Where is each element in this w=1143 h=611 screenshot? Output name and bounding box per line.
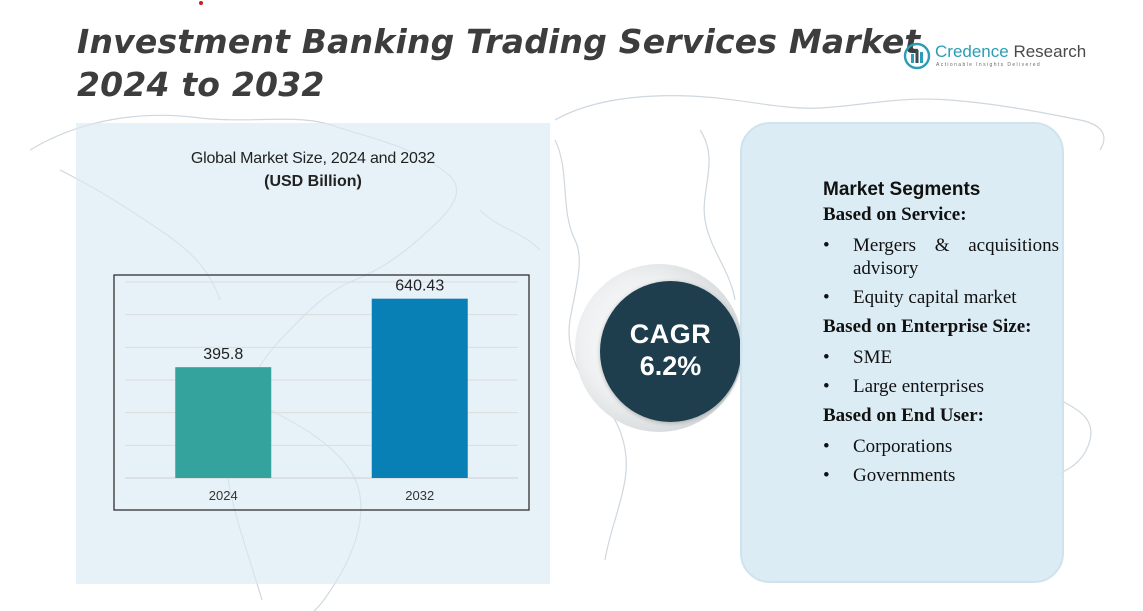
logo-brand: Credence (935, 42, 1009, 61)
cagr-label: CAGR (629, 319, 712, 349)
segment-item: • Mergers & acquisitions advisory (823, 234, 1059, 280)
value-label-2032: 640.43 (395, 278, 444, 295)
x-tick-label-2024: 2024 (209, 488, 238, 503)
segment-item: • SME (823, 346, 1059, 369)
market-size-panel (76, 123, 550, 584)
market-segments: Market Segments Based on Service: • Merge… (823, 178, 1059, 493)
cagr-value: 6.2% (639, 351, 702, 381)
bar-2032 (371, 298, 468, 478)
segment-item: • Governments (823, 464, 1059, 487)
bar-chart-logo-icon (903, 42, 931, 70)
page-title: Investment Banking Trading Services Mark… (77, 20, 920, 106)
segment-item-label: SME (853, 347, 893, 368)
segment-item: • Large enterprises (823, 375, 1059, 398)
logo-tagline: Actionable Insights Delivered (936, 62, 1042, 68)
segment-item-label: Mergers & acquisitions advisory (853, 235, 1059, 279)
segment-item: • Equity capital market (823, 286, 1059, 309)
segment-item-label: Corporations (853, 436, 953, 457)
bullet-icon: • (823, 376, 830, 397)
title-line-2: 2024 to 2032 (77, 65, 325, 104)
value-label-2024: 395.8 (203, 346, 243, 363)
chart-title: Global Market Size, 2024 and 2032 (190, 150, 436, 167)
segment-item-label: Governments (853, 465, 956, 486)
bullet-icon: • (823, 347, 830, 368)
bullet-icon: • (823, 287, 830, 308)
logo-name: Credence Research (935, 42, 1086, 62)
segment-item-label: Equity capital market (853, 287, 1017, 308)
title-line-1: Investment Banking Trading Services Mark… (77, 22, 921, 61)
segment-list: • Corporations • Governments (823, 435, 1059, 487)
bullet-icon: • (823, 235, 830, 256)
bar-2024 (175, 367, 272, 478)
chart-heading: Global Market Size, 2024 and 2032 (USD B… (76, 150, 550, 191)
segment-list: • Mergers & acquisitions advisory • Equity… (823, 234, 1059, 309)
segment-item: • Corporations (823, 435, 1059, 458)
segment-list: • SME • Large enterprises (823, 346, 1059, 398)
decorative-dot (199, 1, 203, 5)
segment-group-heading: Based on End User: (823, 405, 984, 426)
bullet-icon: • (823, 436, 830, 457)
segments-title: Market Segments (823, 179, 981, 200)
market-size-bar-chart: 395.8 2024 640.43 2032 (113, 274, 530, 511)
bullet-icon: • (823, 465, 830, 486)
market-segments-panel (740, 122, 1064, 583)
logo-name-rest: Research (1008, 42, 1087, 61)
segment-group-heading: Based on Enterprise Size: (823, 316, 1032, 337)
x-tick-label-2032: 2032 (405, 488, 434, 503)
chart-unit: (USD Billion) (264, 173, 362, 190)
cagr-badge: CAGR 6.2% (600, 281, 741, 422)
segment-item-label: Large enterprises (853, 376, 985, 397)
chart-frame (113, 274, 530, 511)
segment-group-heading: Based on Service: (823, 204, 967, 225)
